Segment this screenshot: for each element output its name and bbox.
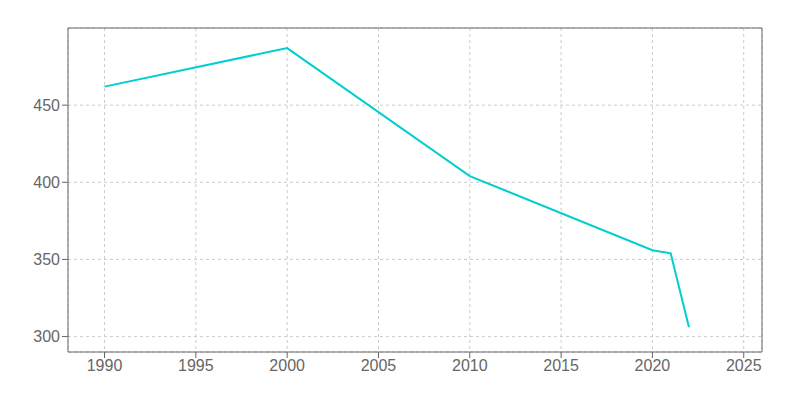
svg-text:2005: 2005 <box>361 357 397 374</box>
svg-text:300: 300 <box>33 328 60 345</box>
svg-text:2015: 2015 <box>543 357 579 374</box>
svg-text:1990: 1990 <box>87 357 123 374</box>
svg-text:2000: 2000 <box>269 357 305 374</box>
svg-text:1995: 1995 <box>178 357 214 374</box>
svg-text:450: 450 <box>33 97 60 114</box>
svg-text:2020: 2020 <box>635 357 671 374</box>
svg-text:2025: 2025 <box>726 357 762 374</box>
svg-text:350: 350 <box>33 251 60 268</box>
svg-text:400: 400 <box>33 174 60 191</box>
svg-text:2010: 2010 <box>452 357 488 374</box>
